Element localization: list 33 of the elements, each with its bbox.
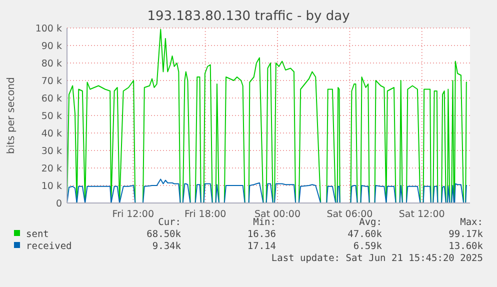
text: Last update: Sat Jun 21 15:45:20 2025 xyxy=(271,253,483,264)
y-tick-label: 100 k xyxy=(35,23,62,34)
y-tick-label: 80 k xyxy=(41,58,62,70)
y-tick-label: 10 k xyxy=(41,180,62,192)
y-tick-label: 0 xyxy=(56,198,62,210)
text: 99.17k xyxy=(448,229,484,240)
y-tick-label: 40 k xyxy=(41,128,62,140)
y-tick-label: 20 k xyxy=(41,163,62,174)
x-tick-label: Sat 12:00 xyxy=(398,209,445,220)
x-tick-label: Fri 18:00 xyxy=(184,209,226,220)
y-tick-label: 50 k xyxy=(41,110,62,122)
y-tick-label: 60 k xyxy=(41,93,62,104)
text: 16.36 xyxy=(247,229,276,240)
text: 47.60k xyxy=(348,229,382,240)
text: Min: xyxy=(253,217,276,228)
text: Avg: xyxy=(359,217,382,228)
y-tick-label: 90 k xyxy=(41,40,62,52)
text: Cur: xyxy=(158,217,181,228)
text: 13.60k xyxy=(448,241,484,252)
y-axis-title: bits per second xyxy=(6,77,17,154)
y-tick-label: 30 k xyxy=(41,146,62,157)
line-series xyxy=(66,178,468,204)
text: 17.14 xyxy=(247,241,276,252)
x-tick-label: Fri 12:00 xyxy=(112,209,154,220)
text: 6.59k xyxy=(353,241,382,252)
text: Max: xyxy=(460,217,483,228)
y-tick-label: 70 k xyxy=(41,76,62,87)
text: 9.34k xyxy=(152,241,182,252)
chart-title: 193.183.80.130 traffic - by day xyxy=(147,9,350,24)
text: 68.50k xyxy=(146,229,182,240)
line-series xyxy=(66,28,468,204)
legend-label: received xyxy=(26,241,72,252)
legend-label: sent xyxy=(26,229,49,240)
